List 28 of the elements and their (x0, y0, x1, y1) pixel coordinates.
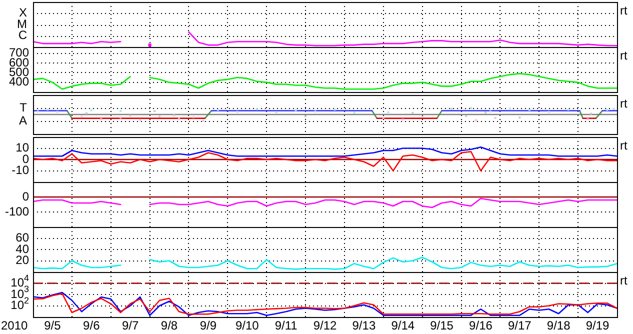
x-tick-label: 9/8 (160, 318, 178, 333)
text: A (18, 113, 28, 128)
x-tick-label: 9/9 (200, 318, 217, 333)
text: rt (620, 96, 628, 110)
y-tick-label: -100 (4, 204, 30, 218)
y-tick-label: 20 (16, 253, 30, 268)
x-tick-label: 9/6 (83, 318, 100, 333)
text: T (20, 100, 28, 114)
text: rt (620, 138, 628, 152)
x-tick-label: 9/10 (235, 318, 260, 333)
text: C (18, 28, 28, 42)
x-tick-label: 9/19 (586, 318, 610, 333)
x-tick-label: 9/18 (546, 318, 571, 333)
x-tick-label: 9/12 (313, 318, 337, 333)
x-tick-label: 9/7 (122, 318, 139, 333)
text: rt (620, 273, 628, 288)
x-tick-label: 9/11 (274, 318, 298, 333)
x-tick-label: 9/16 (469, 318, 493, 333)
text: rt (620, 48, 628, 62)
text: rt (620, 3, 628, 18)
x-tick-label: 9/13 (352, 318, 376, 333)
x-tick-label: 9/5 (44, 318, 62, 333)
x-axis-title: 2010 (1, 318, 28, 332)
y-tick-label: -10 (12, 163, 30, 178)
x-tick-label: 9/14 (391, 318, 415, 333)
y-tick-label: 0 (22, 189, 30, 204)
x-tick-label: 9/17 (508, 318, 532, 333)
x-tick-label: 9/15 (430, 318, 454, 333)
